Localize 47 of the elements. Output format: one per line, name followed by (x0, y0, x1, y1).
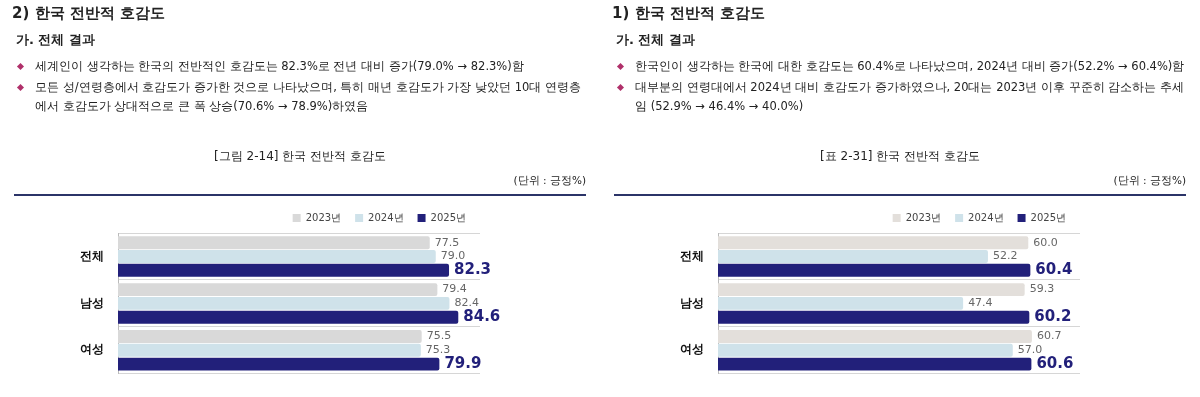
bar (718, 330, 1032, 344)
chart-subtitle: 가. 전체 결과 (16, 31, 96, 49)
data-label: 77.5 (434, 235, 460, 249)
bar (718, 296, 964, 310)
chart-title: 2) 한국 전반적 호감도 (12, 4, 166, 23)
text: 모든 성/연령층에서 호감도가 증가한 것으로 나타났으며, 특히 매년 호감도가 가장 낮았던 10대 연령층에서 호감도가 상대적으로 큰 폭 상승(70.6% → 78.9%)하였음 (35, 79, 583, 115)
legend-label: 2024년 (368, 211, 404, 223)
legend-label: 2025년 (430, 211, 466, 223)
legend-label: 2024년 (968, 211, 1004, 223)
data-label: 79.0 (440, 249, 466, 263)
text: 대부분의 연령대에서 2024년 대비 호감도가 증가하였으나, 20대는 2023년 이후 꾸준히 감소하는 추세임 (52.9% → 46.4% → 40.0%) (635, 79, 1186, 115)
data-label: 79.4 (442, 282, 467, 296)
data-label: 82.3 (454, 260, 492, 279)
bar (718, 283, 1025, 297)
text: (단위 : 긍정%) (1113, 174, 1186, 188)
data-label: 47.4 (968, 296, 993, 310)
data-label: 60.0 (1033, 235, 1058, 249)
text: 세계인이 생각하는 한국의 전반적인 호감도는 82.3%로 전년 대비 증가(79.0% → 82.3%)함 (35, 58, 524, 75)
bar (718, 310, 1030, 324)
data-label: 60.2 (1034, 307, 1072, 326)
data-label: 60.7 (1036, 329, 1062, 343)
text: [그림 2-14] 한국 전반적 호감도 (213, 148, 387, 165)
text: 한국인이 생각하는 한국에 대한 호감도는 60.4%로 나타났으며, 2024년 대비 증가(52.2% → 60.4%)함 (635, 58, 1185, 75)
chart-title: 1) 한국 전반적 호감도 (612, 4, 766, 23)
bar (718, 250, 988, 263)
data-label: 60.4 (1035, 260, 1073, 279)
y-tick-label: 여성 (80, 342, 104, 357)
chart-subtitle: 가. 전체 결과 (616, 31, 696, 49)
y-tick-label: 전체 (680, 248, 704, 263)
y-tick-label: 전체 (80, 248, 104, 263)
legend-label: 2023년 (305, 211, 342, 223)
y-tick-label: 남성 (80, 295, 104, 310)
bar (718, 357, 1032, 371)
bar (718, 236, 1029, 250)
y-tick-label: 여성 (680, 342, 704, 357)
data-label: 52.2 (992, 249, 1018, 263)
text: (단위 : 긍정%) (513, 174, 586, 188)
data-label: 82.4 (454, 296, 479, 310)
data-label: 75.5 (426, 329, 452, 343)
legend-label: 2023년 (905, 211, 942, 223)
legend-label: 2025년 (1030, 211, 1066, 223)
data-label: 84.6 (463, 307, 501, 326)
bar (718, 263, 1031, 277)
text: [표 2-31] 한국 전반적 호감도 (819, 148, 981, 165)
data-label: 59.3 (1029, 282, 1055, 296)
y-tick-label: 남성 (680, 295, 704, 310)
bar (718, 343, 1013, 357)
